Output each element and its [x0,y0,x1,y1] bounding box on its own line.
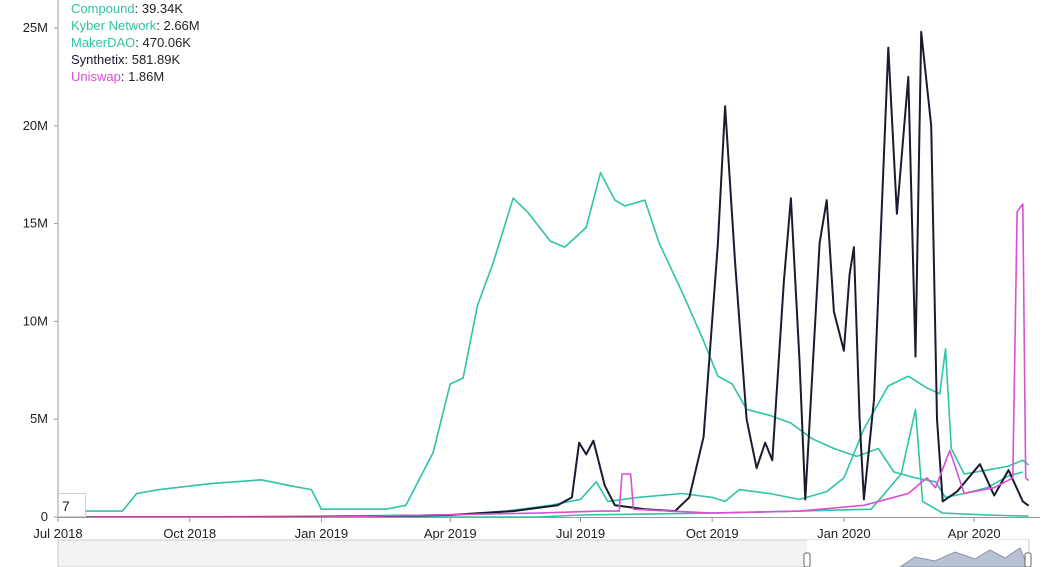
legend-label: MakerDAO [71,35,136,50]
series-line-synthetix[interactable] [58,30,1030,518]
range-selector[interactable] [57,539,1032,567]
legend: Compound: 39.34K Kyber Network: 2.66M Ma… [71,0,200,85]
x-tick-label: Jan 2020 [817,526,871,541]
y-tick-label: 25M [23,20,48,35]
x-tick-label: Oct 2019 [686,526,739,541]
range-handle-left[interactable] [803,552,811,567]
legend-item-synthetix: Synthetix: 581.89K [71,52,181,67]
x-tick-label: Jul 2019 [556,526,605,541]
series-line-uniswap[interactable] [58,203,1030,518]
legend-item-compound: Compound: 39.34K [71,1,184,16]
y-tick-label: 20M [23,118,48,133]
legend-label: Kyber Network [71,18,157,33]
rolling-period-input[interactable]: 7 [58,493,86,517]
y-tick-label: 15M [23,216,48,231]
x-tick-label: Oct 2018 [163,526,216,541]
series-line-compound[interactable] [58,408,1029,518]
legend-item-uniswap: Uniswap: 1.86M [71,69,165,84]
series-layer [58,30,1030,518]
x-tick-label: Apr 2019 [424,526,477,541]
legend-value: 581.89K [131,52,181,67]
legend-label: Uniswap [71,69,121,84]
y-tick-label: 5M [30,411,48,426]
axis-layer: 0 5M 10M 15M 20M 25M Jul 2018 Oct 2018 Jan 2019 A… [23,0,1040,541]
legend-value: 470.06K [142,35,191,50]
legend-item-kyber-network: Kyber Network: 2.66M [71,18,200,33]
legend-item-makerdao: MakerDAO: 470.06K [71,35,191,50]
legend-value: 2.66M [163,18,200,33]
range-handle-right[interactable] [1024,552,1032,567]
legend-value: 39.34K [141,1,184,16]
y-tick-label: 10M [23,313,48,328]
y-tick-label: 0 [41,509,48,524]
x-tick-label: Apr 2020 [948,526,1001,541]
series-line-makerdao[interactable] [58,171,1024,512]
x-tick-label: Jul 2018 [33,526,82,541]
range-selector-minichart [899,547,1029,567]
x-tick-label: Jan 2019 [295,526,349,541]
series-line-kyber-network[interactable] [58,348,1030,518]
legend-value: 1.86M [128,69,165,84]
legend-label: Compound [71,1,135,16]
legend-label: Synthetix [71,52,125,67]
